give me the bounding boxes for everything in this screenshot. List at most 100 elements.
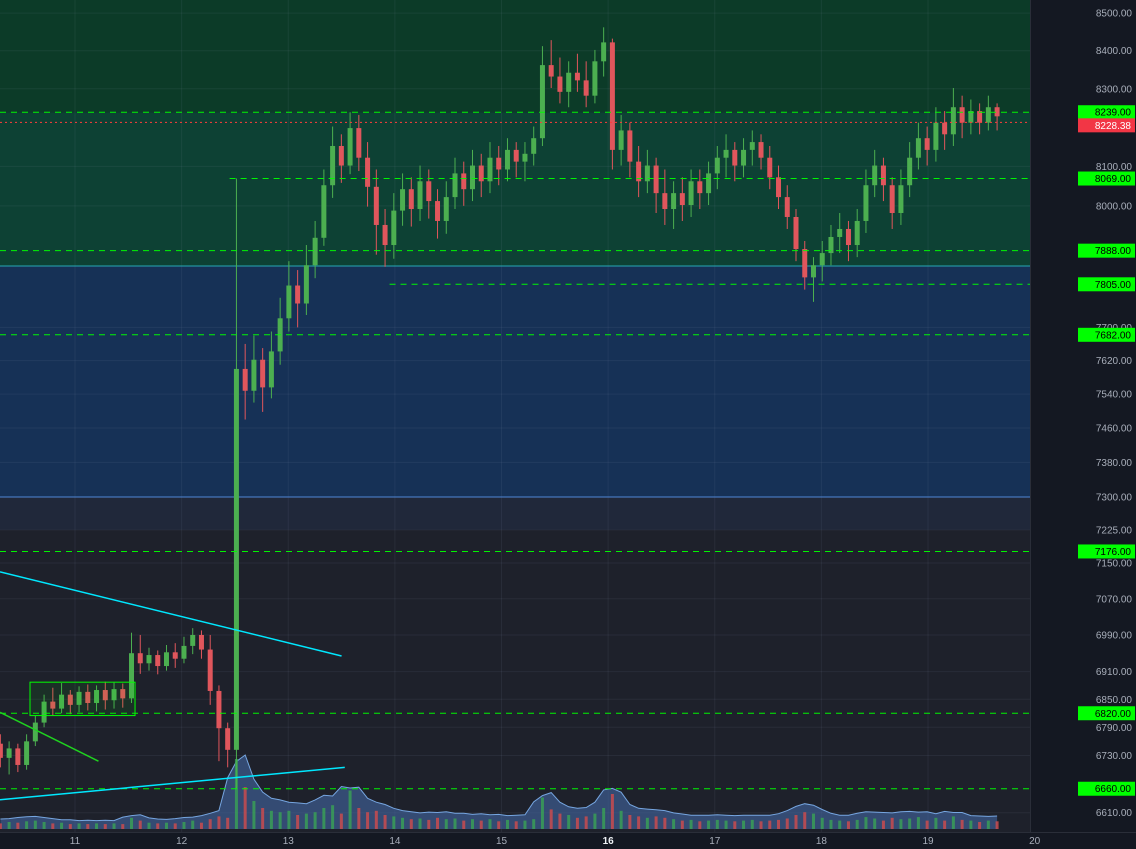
candle-body [181, 645, 187, 659]
price-level-badge [1078, 277, 1135, 292]
volume-bar [374, 810, 378, 829]
volume-bar [261, 808, 265, 829]
volume-bar [278, 812, 282, 829]
price-tick-label: 8000.00 [1096, 201, 1133, 212]
price-level-badge [1078, 327, 1135, 342]
volume-bar [881, 820, 885, 829]
volume-bar [680, 820, 684, 829]
volume-bar [68, 824, 72, 829]
volume-bar [226, 817, 230, 829]
volume-bar [427, 819, 431, 829]
volume-bar [287, 810, 291, 829]
price-zone [0, 112, 1030, 267]
candle-body [592, 61, 598, 96]
volume-bar [470, 819, 474, 829]
time-tick-label: 19 [922, 836, 934, 847]
volume-bar [208, 819, 212, 829]
candle-body [347, 128, 353, 166]
price-zone [0, 496, 1030, 530]
volume-bar [497, 821, 501, 829]
trendline-drawing[interactable] [0, 766, 345, 801]
volume-bar [401, 817, 405, 829]
volume-bar [103, 824, 107, 829]
candle-body [854, 220, 860, 246]
volume-bar [217, 816, 221, 829]
price-level-badge-label: 6660.00 [1095, 784, 1132, 795]
candle-body [566, 72, 572, 92]
candle-body [741, 149, 747, 166]
candle-body [155, 655, 161, 667]
candle-body [644, 165, 650, 182]
candle-body [810, 265, 816, 278]
volume-bar [7, 822, 11, 829]
candle-body [933, 122, 939, 150]
candle-body [233, 368, 239, 750]
volume-bar [514, 821, 518, 829]
candle-body [443, 197, 449, 221]
volume-bar [138, 820, 142, 829]
candle-body [435, 201, 441, 221]
candle-body [15, 748, 21, 765]
time-tick-label: 16 [603, 836, 615, 847]
volume-bar [724, 820, 728, 829]
candle-body [225, 728, 231, 750]
price-tick-label: 6990.00 [1096, 630, 1133, 641]
volume-bar [453, 818, 457, 829]
volume-bar [462, 820, 466, 829]
range-box-drawing[interactable] [29, 681, 136, 717]
volume-bar [164, 822, 168, 829]
candle-body [662, 193, 668, 210]
volume-bar [130, 817, 134, 829]
time-axis[interactable] [0, 832, 1136, 849]
price-tick-label: 8400.00 [1096, 46, 1133, 57]
trendline-drawing[interactable] [0, 571, 342, 657]
volume-bar [978, 822, 982, 829]
candle-body [190, 634, 196, 646]
volume-bar [750, 819, 754, 829]
price-level-badge-label: 8239.00 [1095, 108, 1132, 119]
price-level-badge-label: 8069.00 [1095, 174, 1132, 185]
volume-bar [628, 815, 632, 829]
volume-bar [986, 820, 990, 829]
candle-body [137, 653, 143, 664]
volume-bar [610, 794, 614, 829]
price-tick-label: 7380.00 [1096, 458, 1133, 469]
price-zone [0, 0, 1030, 113]
candle-body [548, 65, 554, 77]
volume-bar [436, 817, 440, 829]
volume-bar [803, 812, 807, 829]
plot-area[interactable] [0, 0, 1035, 832]
trendline-drawing[interactable] [0, 711, 99, 762]
candle-body [478, 165, 484, 182]
candle-body [513, 149, 519, 162]
volume-bar [890, 817, 894, 829]
volume-bar [444, 819, 448, 829]
volume-bar [549, 809, 553, 829]
time-tick-label: 18 [816, 836, 828, 847]
candle-body [679, 193, 685, 206]
volume-bar [663, 817, 667, 829]
candle-body [950, 107, 956, 135]
candle-body [50, 701, 56, 709]
candle-body [400, 189, 406, 211]
price-tick-label: 8500.00 [1096, 9, 1133, 20]
volume-area-outline [0, 754, 998, 822]
volume-bar [523, 820, 527, 829]
volume-bar [25, 821, 29, 829]
candle-body [111, 689, 117, 701]
candle-body [557, 76, 563, 92]
candle-body [880, 165, 886, 186]
price-level-badge [1078, 781, 1135, 796]
price-level-badge [1078, 171, 1135, 186]
volume-bar [593, 813, 597, 829]
volume-bar [899, 819, 903, 829]
candle-body [85, 691, 91, 704]
candle-body [41, 701, 47, 723]
candle-body [531, 138, 537, 154]
volume-bar [934, 817, 938, 829]
candle-body [120, 689, 126, 699]
volume-bar [575, 817, 579, 829]
candle-body [522, 153, 528, 162]
